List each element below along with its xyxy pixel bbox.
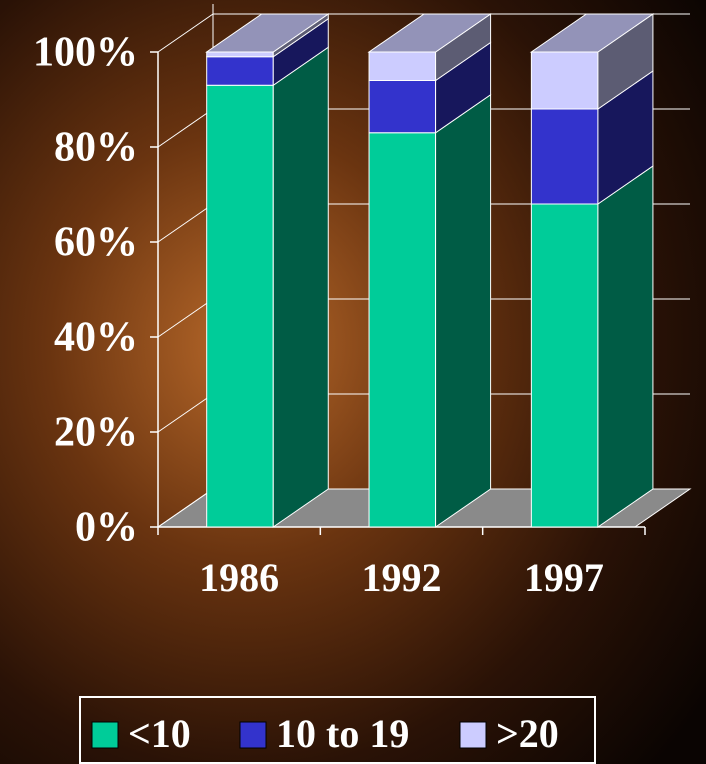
bar-segment: [531, 109, 598, 204]
bar-segment: [369, 81, 436, 133]
y-tick-label: 40%: [54, 315, 138, 361]
bar-side: [598, 166, 653, 527]
y-tick-label: 20%: [54, 410, 138, 456]
bar-segment: [369, 133, 436, 527]
bar-side: [273, 47, 328, 527]
bar-segment: [369, 52, 436, 81]
bar-segment: [207, 85, 274, 527]
legend-swatch: [240, 722, 266, 748]
bar-side: [436, 95, 491, 527]
y-tick-label: 60%: [54, 220, 138, 266]
x-tick-label: 1997: [524, 555, 604, 600]
legend-label: 10 to 19: [276, 711, 409, 756]
x-tick-label: 1986: [199, 555, 279, 600]
y-tick-label: 80%: [54, 125, 138, 171]
y-tick-label: 100%: [33, 30, 138, 76]
bar-segment: [207, 52, 274, 57]
legend-label: >20: [496, 711, 559, 756]
bar-segment: [531, 52, 598, 109]
chart: 0% 20% 40% 60% 80% 100% 1986 1992 1997 <10 10 to …: [0, 0, 706, 764]
bar-segment: [531, 204, 598, 527]
x-tick-label: 1992: [362, 555, 442, 600]
legend-swatch: [92, 722, 118, 748]
legend-label: <10: [128, 711, 191, 756]
bar-segment: [207, 57, 274, 86]
legend-swatch: [460, 722, 486, 748]
y-tick-label: 0%: [75, 505, 138, 551]
